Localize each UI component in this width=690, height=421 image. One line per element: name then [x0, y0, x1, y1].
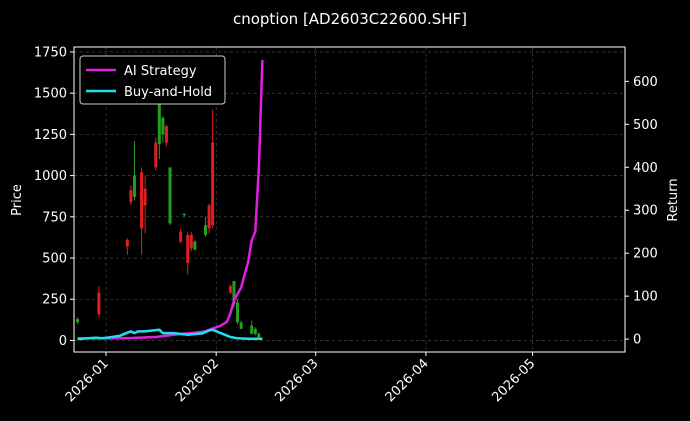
x-tick-label: 2026-04: [383, 356, 432, 405]
candle-body: [164, 126, 168, 143]
candle: [97, 286, 101, 318]
candle: [140, 167, 144, 255]
right-tick-label: 600: [633, 75, 658, 90]
candle-body: [250, 325, 254, 334]
legend-label-buyhold: Buy-and-Hold: [124, 85, 212, 100]
right-tick-label: 300: [633, 204, 658, 219]
right-tick-label: 100: [633, 290, 658, 305]
candle-body: [253, 328, 257, 334]
candle-body: [186, 234, 190, 263]
right-tick-label: 0: [633, 333, 641, 348]
candle: [179, 228, 183, 244]
candle-body: [189, 234, 193, 249]
candle-body: [97, 292, 101, 315]
candle: [161, 116, 165, 143]
buy-and-hold-line: [77, 328, 263, 341]
candle-body: [154, 142, 158, 168]
right-tick-label: 200: [633, 247, 658, 262]
candle-body: [179, 231, 183, 242]
candle: [253, 327, 257, 336]
candle-body: [157, 96, 161, 145]
left-tick-label: 1500: [34, 87, 67, 102]
candle-body: [232, 281, 236, 305]
candle-body: [161, 117, 165, 135]
candle-body: [204, 225, 208, 235]
left-tick-label: 250: [42, 293, 67, 308]
candlesticks: [76, 93, 261, 338]
x-tick-label: 2026-01: [63, 356, 112, 405]
candle-body: [207, 205, 211, 229]
candle: [189, 231, 193, 252]
candle: [154, 137, 158, 171]
candle: [193, 239, 197, 250]
strategy-line: [77, 59, 264, 340]
candle-body: [125, 239, 129, 247]
candle: [204, 216, 208, 237]
candle-body: [228, 286, 232, 293]
legend: AI Strategy Buy-and-Hold: [79, 55, 226, 105]
legend-box: [79, 55, 226, 105]
candle: [129, 185, 133, 206]
candle-body: [143, 188, 147, 206]
x-tick-label: 2026-05: [489, 356, 538, 405]
candle-body: [193, 241, 197, 250]
candle-body: [129, 190, 133, 202]
candle-body: [239, 322, 243, 329]
left-tick-label: 1750: [34, 45, 67, 60]
candle: [164, 124, 168, 146]
x-tick-label: 2026-02: [173, 356, 222, 405]
candle: [76, 317, 80, 324]
candle: [211, 109, 215, 229]
candle: [125, 238, 129, 255]
candle: [182, 213, 186, 217]
candle: [250, 320, 254, 334]
candle-body: [211, 142, 215, 226]
return-lines: [77, 59, 264, 341]
left-axis: 0 250 500 750 1000 1250 1500 1750: [34, 45, 74, 349]
plot-frame: [73, 46, 626, 353]
chart-title: cnoption [AD2603C22600.SHF]: [233, 10, 467, 28]
candle-body: [132, 175, 136, 198]
right-axis-label: Return: [666, 178, 681, 221]
candle: [236, 299, 240, 324]
left-tick-label: 0: [59, 334, 67, 349]
candle-body: [140, 172, 144, 229]
left-tick-label: 750: [42, 210, 67, 225]
left-axis-label: Price: [10, 184, 25, 216]
candle: [228, 284, 232, 295]
right-tick-label: 400: [633, 161, 658, 176]
candle-body: [236, 302, 240, 323]
candle: [168, 167, 172, 226]
x-axis: 2026-01 2026-02 2026-03 2026-04 2026-05: [63, 352, 538, 405]
left-tick-label: 500: [42, 252, 67, 267]
candle: [239, 320, 243, 329]
candle: [186, 231, 190, 275]
candle: [207, 203, 211, 234]
candle-body: [168, 167, 172, 224]
right-tick-label: 500: [633, 118, 658, 133]
left-tick-label: 1250: [34, 128, 67, 143]
legend-label-strategy: AI Strategy: [124, 64, 197, 79]
right-axis: 0 100 200 300 400 500 600: [625, 75, 658, 348]
candle-body: [182, 213, 186, 216]
candle: [257, 332, 261, 338]
candle-body: [76, 319, 80, 323]
candle: [132, 140, 136, 201]
left-tick-label: 1000: [34, 169, 67, 184]
candle-body: [257, 333, 261, 338]
x-tick-label: 2026-03: [273, 356, 322, 405]
candle: [143, 175, 147, 234]
